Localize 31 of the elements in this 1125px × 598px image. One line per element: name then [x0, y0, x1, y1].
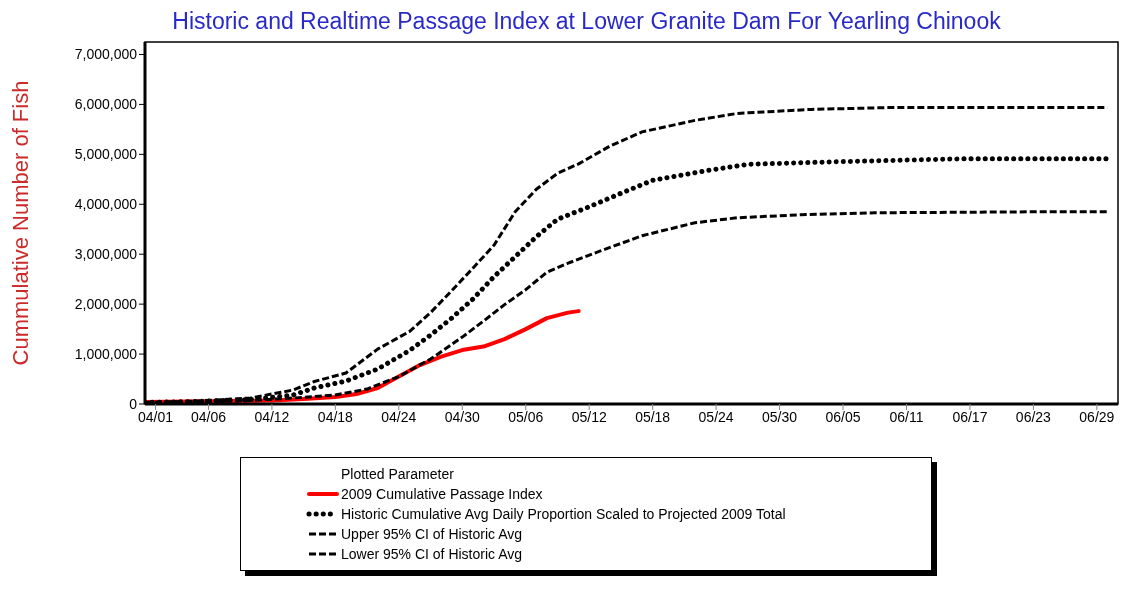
x-tick-label: 04/30 — [444, 408, 481, 425]
x-tick-label: 04/01 — [138, 408, 174, 425]
legend-title: Plotted Parameter — [340, 465, 455, 484]
legend-label: 2009 Cumulative Passage Index — [341, 485, 543, 504]
x-tick-label: 06/11 — [889, 408, 924, 425]
x-tick-label: 06/23 — [1015, 408, 1052, 425]
x-tick-label: 05/30 — [762, 408, 798, 425]
x-tick-label: 06/17 — [952, 408, 988, 425]
x-tick-label: 04/12 — [254, 408, 290, 425]
y-tick-label: 4,000,000 — [74, 196, 138, 213]
y-tick-label: 3,000,000 — [74, 246, 138, 263]
x-tick-label: 05/12 — [571, 408, 607, 425]
x-tick-label: 06/05 — [825, 408, 861, 425]
x-tick-label: 04/18 — [317, 408, 354, 425]
legend-label: Lower 95% CI of Historic Avg — [341, 545, 523, 564]
x-tick-label: 04/24 — [381, 408, 417, 425]
y-tick-label: 5,000,000 — [74, 146, 138, 163]
x-tick-label: 04/06 — [190, 408, 227, 425]
x-tick-label: 06/29 — [1079, 408, 1115, 425]
y-tick-label: 2,000,000 — [74, 296, 138, 313]
chart-title: Historic and Realtime Passage Index at Lower Granite Dam For Yearling Chinook — [171, 8, 1002, 34]
y-tick-label: 0 — [129, 395, 138, 412]
x-tick-label: 05/18 — [635, 408, 671, 425]
y-tick-label: 7,000,000 — [74, 46, 138, 63]
y-tick-label: 1,000,000 — [74, 346, 138, 363]
x-tick-label: 05/06 — [508, 408, 544, 425]
y-axis-title: Cummulative Number of Fish — [7, 80, 33, 366]
legend-label: Historic Cumulative Avg Daily Proportion Scaled to Projected 2009 Total — [341, 505, 786, 524]
legend-label: Upper 95% CI of Historic Avg — [341, 525, 523, 544]
y-tick-label: 6,000,000 — [74, 96, 138, 113]
x-tick-label: 05/24 — [698, 408, 734, 425]
